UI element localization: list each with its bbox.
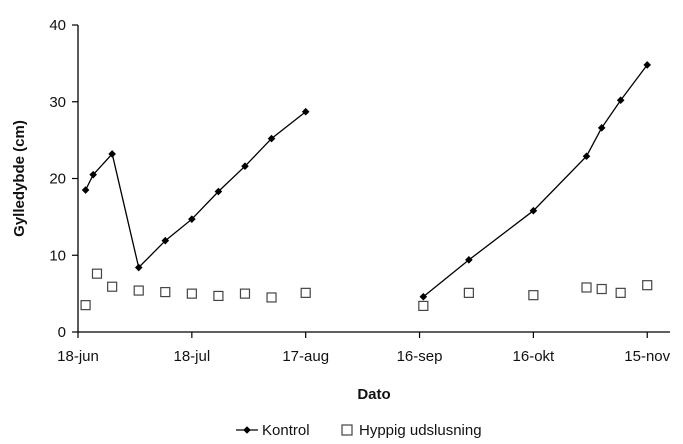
hyppig-udslusning-point xyxy=(642,280,653,291)
kontrol-point xyxy=(465,256,473,264)
x-tick-label: 18-jul xyxy=(174,348,211,365)
series-layer xyxy=(80,61,653,312)
hyppig-udslusning-point xyxy=(107,281,118,292)
legend-item-kontrol: Kontrol xyxy=(236,422,310,439)
kontrol-point xyxy=(81,186,90,194)
hyppig-udslusning-point xyxy=(186,288,197,299)
legend-hyppig-udslusning-label: Hyppig udslusning xyxy=(359,422,482,439)
x-tick-label: 16-okt xyxy=(513,348,556,365)
hyppig-udslusning-point xyxy=(300,287,311,298)
hyppig-udslusning-point xyxy=(463,287,474,298)
kontrol-point xyxy=(419,292,428,301)
kontrol-line-segment-1 xyxy=(85,111,307,269)
hyppig-udslusning-point xyxy=(266,292,277,303)
y-ticks: 0 10 20 30 40 xyxy=(49,17,78,341)
kontrol-line-segment-2 xyxy=(422,64,648,298)
legend-item-hyppig-udslusning: Hyppig udslusning xyxy=(341,422,482,439)
plot-area: 0 10 20 30 40 18-jun 18-jul 17-aug 16-sep 16-okt… xyxy=(49,17,670,365)
x-tick-label: 16-sep xyxy=(397,348,443,365)
x-tick-label: 18-jun xyxy=(57,348,99,365)
kontrol-point xyxy=(108,150,116,158)
y-tick-label: 30 xyxy=(49,94,66,111)
hyppig-udslusning-point xyxy=(615,287,626,298)
y-tick-label: 0 xyxy=(58,324,66,341)
hyppig-udslusning-point xyxy=(133,285,144,296)
kontrol-point xyxy=(616,96,625,105)
kontrol-point xyxy=(134,263,143,272)
kontrol-point xyxy=(643,61,652,69)
hyppig-udslusning-point xyxy=(239,288,251,299)
legend: Kontrol Hyppig udslusning xyxy=(236,422,482,439)
y-tick-label: 40 xyxy=(49,17,66,34)
kontrol-point xyxy=(241,162,249,171)
y-tick-label: 10 xyxy=(49,247,66,264)
legend-hyppig-udslusning-marker xyxy=(341,424,353,436)
hyppig-udslusning-point xyxy=(213,290,224,302)
hyppig-udslusning-point xyxy=(91,268,103,279)
hyppig-udslusning-point xyxy=(581,282,592,293)
legend-kontrol-label: Kontrol xyxy=(262,422,310,439)
hyppig-udslusning-point xyxy=(80,300,91,311)
hyppig-udslusning-point xyxy=(160,286,171,298)
x-ticks: 18-jun 18-jul 17-aug 16-sep 16-okt 15-nov xyxy=(57,332,671,365)
kontrol-point xyxy=(214,187,223,196)
y-axis-title: Gylledybde (cm) xyxy=(11,120,28,237)
kontrol-point xyxy=(582,152,591,161)
kontrol-point xyxy=(597,124,606,132)
kontrol-point xyxy=(188,215,196,223)
legend-kontrol-marker xyxy=(243,426,251,434)
x-axis-title: Dato xyxy=(357,386,390,403)
x-tick-label: 17-aug xyxy=(282,348,329,365)
kontrol-point xyxy=(161,236,170,245)
kontrol-point xyxy=(89,170,97,179)
hyppig-udslusning-point xyxy=(418,300,429,312)
hyppig-udslusning-point xyxy=(596,283,607,295)
kontrol-point xyxy=(301,107,310,116)
kontrol-point xyxy=(267,134,276,143)
kontrol-point xyxy=(529,206,538,215)
hyppig-udslusning-point xyxy=(528,290,539,301)
y-tick-label: 20 xyxy=(49,171,66,188)
x-tick-label: 15-nov xyxy=(624,348,670,365)
